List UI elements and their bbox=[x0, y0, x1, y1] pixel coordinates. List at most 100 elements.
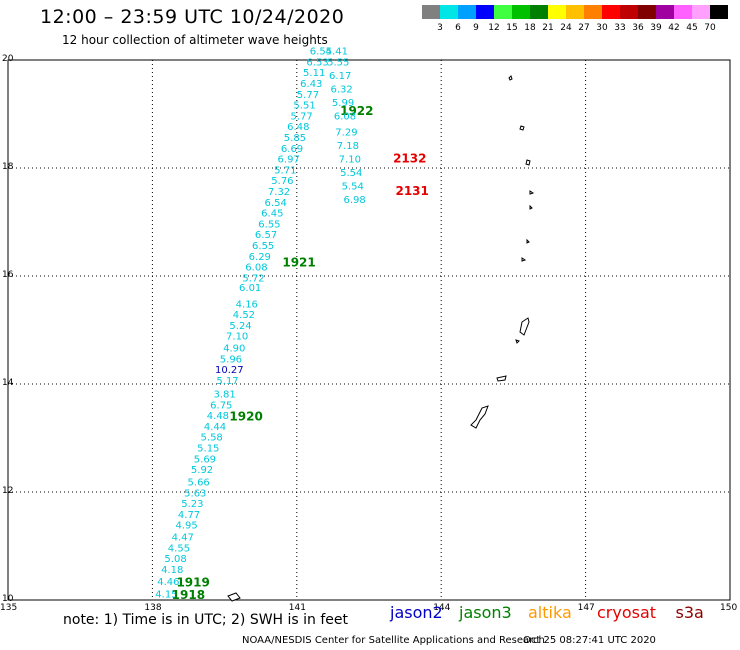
island-outline bbox=[526, 238, 530, 244]
longitude-label: 138 bbox=[144, 603, 162, 613]
scale-swatch bbox=[674, 5, 692, 19]
latitude-label: 10 bbox=[2, 594, 14, 604]
pass-time-label: 1919 bbox=[176, 576, 209, 590]
wave-height-reading: 5.23 bbox=[181, 499, 203, 510]
scale-swatch bbox=[566, 5, 584, 19]
scale-swatch bbox=[530, 5, 548, 19]
wave-height-reading: 6.45 bbox=[261, 209, 283, 220]
satellite-legend-item: altika bbox=[528, 603, 572, 622]
scale-label: 15 bbox=[506, 23, 518, 33]
scale-swatch bbox=[638, 5, 656, 19]
pass-time-label: 2132 bbox=[393, 152, 426, 166]
wave-height-reading: 5.71 bbox=[274, 165, 296, 176]
island-outline bbox=[525, 159, 531, 166]
latitude-label: 18 bbox=[2, 162, 14, 172]
wave-height-reading: 4.46 bbox=[157, 577, 179, 588]
longitude-label: 144 bbox=[433, 603, 451, 613]
wave-height-reading: 5.24 bbox=[229, 321, 251, 332]
island-outline bbox=[521, 257, 527, 262]
satellite-legend-item: s3a bbox=[675, 603, 704, 622]
island-outline bbox=[508, 75, 513, 81]
longitude-label: 135 bbox=[0, 603, 18, 613]
wave-height-reading: 5.66 bbox=[188, 478, 210, 489]
scale-label: 45 bbox=[686, 23, 698, 33]
wave-height-reading: 6.54 bbox=[265, 198, 287, 209]
pass-time-label: 2131 bbox=[395, 184, 428, 198]
wave-height-reading: 5.15 bbox=[197, 444, 219, 455]
scale-swatch bbox=[476, 5, 494, 19]
island-outline bbox=[519, 125, 525, 131]
scale-swatch bbox=[584, 5, 602, 19]
scale-swatch bbox=[548, 5, 566, 19]
satellite-legend-item: jason2 bbox=[390, 603, 443, 622]
generation-timestamp: Oct 25 08:27:41 UTC 2020 bbox=[523, 635, 656, 646]
wave-height-reading: 6.98 bbox=[343, 195, 365, 206]
scale-label: 27 bbox=[578, 23, 590, 33]
longitude-label: 147 bbox=[577, 603, 595, 613]
wave-height-reading: 7.29 bbox=[335, 128, 357, 139]
island-outline bbox=[529, 190, 535, 195]
scale-swatch bbox=[602, 5, 620, 19]
scale-label: 18 bbox=[524, 23, 536, 33]
wave-height-reading: 5.77 bbox=[291, 111, 313, 122]
island-outline bbox=[515, 339, 520, 344]
wave-height-reading: 10.27 bbox=[215, 365, 244, 376]
wave-height-reading: 5.77 bbox=[297, 90, 319, 101]
wave-height-reading: 4.44 bbox=[204, 422, 226, 433]
wave-height-reading: 6.08 bbox=[245, 263, 267, 274]
footnote: note: 1) Time is in UTC; 2) SWH is in fe… bbox=[63, 612, 349, 628]
wave-height-reading: 3.81 bbox=[214, 390, 236, 401]
wave-height-reading: 5.58 bbox=[201, 433, 223, 444]
scale-label: 6 bbox=[455, 23, 461, 33]
pass-time-label: 1921 bbox=[282, 255, 315, 269]
map-title: 12:00 – 23:59 UTC 10/24/2020 bbox=[40, 6, 345, 28]
wave-height-reading: 7.10 bbox=[339, 155, 361, 166]
wave-height-reading: 4.15 bbox=[155, 589, 177, 600]
longitude-label: 141 bbox=[288, 603, 306, 613]
map-subtitle: 12 hour collection of altimeter wave hei… bbox=[62, 33, 328, 47]
wave-height-reading: 4.16 bbox=[236, 299, 258, 310]
scale-swatch bbox=[692, 5, 710, 19]
latitude-label: 16 bbox=[2, 270, 14, 280]
scale-label: 42 bbox=[668, 23, 680, 33]
wave-height-reading: 5.55 bbox=[327, 57, 349, 68]
scale-swatch bbox=[458, 5, 476, 19]
wave-height-reading: 6.57 bbox=[255, 230, 277, 241]
wave-height-reading: 5.92 bbox=[191, 465, 213, 476]
satellite-legend-item: cryosat bbox=[597, 603, 657, 622]
wave-height-reading: 5.08 bbox=[164, 554, 186, 565]
wave-height-reading: 4.48 bbox=[207, 411, 229, 422]
island-outline bbox=[227, 592, 241, 602]
wave-height-reading: 4.95 bbox=[176, 521, 198, 532]
wave-height-reading: 5.17 bbox=[216, 376, 238, 387]
scale-swatch bbox=[440, 5, 458, 19]
wave-height-reading: 6.29 bbox=[249, 252, 271, 263]
wave-height-reading: 4.90 bbox=[223, 344, 245, 355]
wave-height-reading: 7.10 bbox=[226, 332, 248, 343]
latitude-label: 12 bbox=[2, 486, 14, 496]
credit-line: NOAA/NESDIS Center for Satellite Applica… bbox=[242, 635, 545, 646]
pass-time-label: 1922 bbox=[340, 104, 373, 118]
scale-label: 9 bbox=[473, 23, 479, 33]
wave-height-reading: 5.85 bbox=[284, 133, 306, 144]
scale-label: 12 bbox=[488, 23, 500, 33]
scale-label: 36 bbox=[632, 23, 644, 33]
longitude-label: 150 bbox=[720, 603, 738, 613]
wave-height-reading: 6.55 bbox=[258, 219, 280, 230]
wave-height-reading: 6.55 bbox=[252, 241, 274, 252]
wave-height-reading: 6.54 bbox=[310, 47, 332, 58]
wave-height-reading: 4.77 bbox=[178, 510, 200, 521]
island-outline bbox=[519, 317, 530, 336]
wave-height-reading: 5.63 bbox=[184, 488, 206, 499]
scale-label: 39 bbox=[650, 23, 662, 33]
scale-label: 30 bbox=[596, 23, 608, 33]
scale-label: 21 bbox=[542, 23, 554, 33]
wave-height-reading: 6.32 bbox=[330, 84, 352, 95]
wave-height-reading: 6.69 bbox=[281, 144, 303, 155]
pass-time-label: 1918 bbox=[172, 588, 205, 602]
wave-height-reading: 6.08 bbox=[334, 111, 356, 122]
scale-label: 3 bbox=[437, 23, 443, 33]
latitude-label: 20 bbox=[2, 54, 14, 64]
wave-height-reading: 5.99 bbox=[332, 98, 354, 109]
